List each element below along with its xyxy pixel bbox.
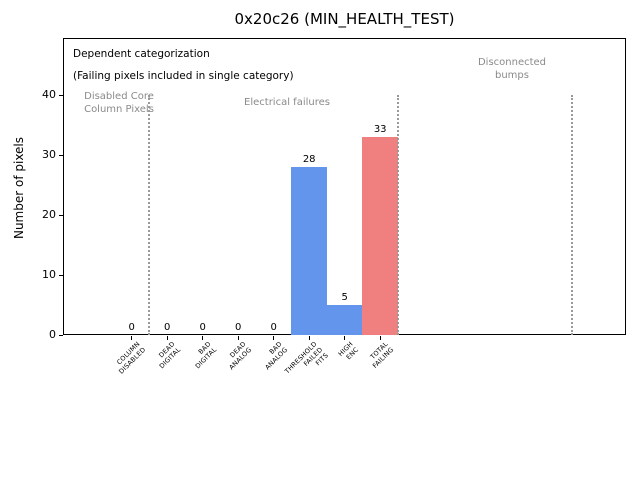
group-label-line: Column Pixels — [84, 104, 154, 115]
group-separator-line — [570, 95, 573, 335]
x-tick-mark — [237, 336, 239, 340]
bar-value-label: 28 — [302, 154, 316, 165]
chart-title: 0x20c26 (MIN_HEALTH_TEST) — [234, 10, 455, 28]
bar-value-label: 0 — [235, 322, 242, 333]
x-tick-mark — [202, 336, 204, 340]
bar-value-label: 5 — [341, 292, 348, 303]
group-separator-line — [396, 95, 399, 335]
plot-area — [63, 38, 626, 335]
bar-value-label: 0 — [128, 322, 135, 333]
y-tick-mark — [59, 334, 63, 336]
y-tick-label: 40 — [42, 88, 56, 101]
y-tick-label: 20 — [42, 208, 56, 221]
y-tick-mark — [59, 94, 63, 96]
bar-value-label: 0 — [199, 322, 206, 333]
bar — [326, 305, 363, 335]
group-label-electrical-failures: Electrical failures — [244, 96, 330, 109]
x-tick-mark — [273, 336, 275, 340]
group-separator-line — [148, 95, 151, 335]
y-tick-mark — [59, 274, 63, 276]
note-dependent-categorization: Dependent categorization — [73, 48, 210, 60]
group-label-line: Electrical failures — [244, 97, 330, 108]
y-tick-mark — [59, 154, 63, 156]
x-tick-mark — [131, 336, 133, 340]
bar-value-label: 0 — [270, 322, 277, 333]
y-tick-label: 0 — [49, 328, 56, 341]
group-label-disconnected-bumps: Disconnected bumps — [478, 56, 546, 82]
group-label-line: Disconnected — [477, 57, 547, 68]
group-label-line: bumps — [495, 70, 529, 81]
y-tick-mark — [59, 214, 63, 216]
group-label-disabled-core-column-pixels: Disabled Core Column Pixels — [84, 90, 154, 116]
x-tick-mark — [308, 336, 310, 340]
bar-value-label: 0 — [164, 322, 171, 333]
x-tick-mark — [379, 336, 381, 340]
bar — [291, 167, 327, 335]
x-tick-mark — [344, 336, 346, 340]
bar — [362, 137, 398, 335]
y-tick-label: 10 — [42, 268, 56, 281]
y-tick-label: 30 — [42, 148, 56, 161]
note-failing-pixels: (Failing pixels included in single categ… — [73, 70, 294, 82]
x-tick-mark — [166, 336, 168, 340]
group-label-line: Disabled Core — [84, 91, 154, 102]
bar-value-label: 33 — [373, 124, 387, 135]
